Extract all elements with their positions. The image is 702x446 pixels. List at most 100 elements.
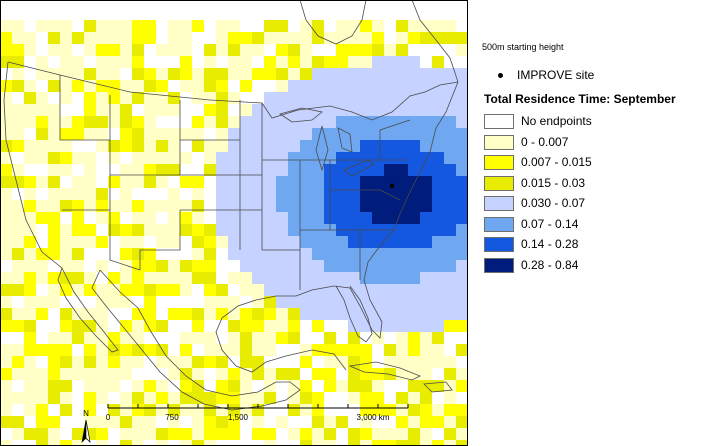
- grid-cell: [0, 200, 12, 212]
- grid-cell: [108, 176, 120, 188]
- grid-cell: [84, 20, 96, 32]
- grid-cell: [360, 248, 372, 260]
- grid-cell: [348, 116, 360, 128]
- grid-cell: [456, 428, 468, 440]
- grid-cell: [372, 104, 384, 116]
- grid-cell: [276, 20, 288, 32]
- grid-cell: [216, 308, 228, 320]
- grid-cell: [348, 104, 360, 116]
- grid-cell: [12, 116, 24, 128]
- grid-cell: [336, 56, 348, 68]
- grid-cell: [84, 92, 96, 104]
- grid-cell: [36, 152, 48, 164]
- grid-cell: [204, 248, 216, 260]
- grid-cell: [372, 200, 384, 212]
- grid-cell: [420, 440, 432, 446]
- grid-cell: [324, 416, 336, 428]
- grid-cell: [372, 296, 384, 308]
- grid-cell: [60, 92, 72, 104]
- grid-cell: [168, 416, 180, 428]
- grid-cell: [372, 380, 384, 392]
- grid-cell: [60, 140, 72, 152]
- legend-swatch: [484, 216, 514, 232]
- grid-cell: [132, 236, 144, 248]
- grid-cell: [0, 164, 12, 176]
- scale-tick-0: 0: [106, 413, 111, 422]
- grid-cell: [396, 404, 408, 416]
- grid-cell: [204, 92, 216, 104]
- grid-cell: [372, 176, 384, 188]
- grid-cell: [288, 260, 300, 272]
- grid-cell: [144, 320, 156, 332]
- grid-cell: [228, 272, 240, 284]
- grid-cell: [132, 56, 144, 68]
- grid-cell: [132, 80, 144, 92]
- grid-cell: [420, 296, 432, 308]
- grid-cell: [12, 392, 24, 404]
- grid-cell: [120, 128, 132, 140]
- grid-cell: [12, 44, 24, 56]
- grid-cell: [252, 68, 264, 80]
- grid-cell: [396, 332, 408, 344]
- grid-cell: [0, 188, 12, 200]
- grid-cell: [84, 380, 96, 392]
- grid-cell: [216, 152, 228, 164]
- grid-cell: [396, 428, 408, 440]
- baja-california: [57, 266, 119, 353]
- grid-cell: [396, 152, 408, 164]
- grid-cell: [288, 212, 300, 224]
- grid-cell: [108, 296, 120, 308]
- grid-cell: [252, 392, 264, 404]
- grid-cell: [264, 212, 276, 224]
- grid-cell: [144, 404, 156, 416]
- grid-cell: [48, 140, 60, 152]
- grid-cell: [288, 56, 300, 68]
- grid-cell: [456, 308, 468, 320]
- grid-cell: [348, 188, 360, 200]
- grid-cell: [276, 272, 288, 284]
- grid-cell: [456, 404, 468, 416]
- grid-cell: [240, 116, 252, 128]
- grid-cell: [144, 296, 156, 308]
- grid-cell: [336, 164, 348, 176]
- grid-cell: [432, 56, 444, 68]
- grid-cell: [348, 272, 360, 284]
- grid-cell: [276, 116, 288, 128]
- grid-cell: [276, 200, 288, 212]
- grid-cell: [36, 212, 48, 224]
- grid-cell: [168, 164, 180, 176]
- grid-cell: [336, 416, 348, 428]
- grid-cell: [264, 116, 276, 128]
- grid-cell: [420, 248, 432, 260]
- legend-swatch: [484, 257, 514, 273]
- grid-cell: [276, 248, 288, 260]
- grid-cell: [180, 308, 192, 320]
- grid-cell: [264, 200, 276, 212]
- grid-cell: [324, 56, 336, 68]
- grid-cell: [108, 380, 120, 392]
- grid-cell: [264, 380, 276, 392]
- grid-cell: [132, 128, 144, 140]
- grid-cell: [48, 80, 60, 92]
- grid-cell: [420, 428, 432, 440]
- grid-cell: [444, 260, 456, 272]
- grid-cell: [228, 152, 240, 164]
- grid-cell: [144, 380, 156, 392]
- grid-cell: [348, 200, 360, 212]
- grid-cell: [132, 164, 144, 176]
- grid-cell: [168, 200, 180, 212]
- grid-cell: [408, 176, 420, 188]
- grid-cell: [372, 428, 384, 440]
- grid-cell: [420, 332, 432, 344]
- grid-cell: [456, 44, 468, 56]
- grid-cell: [300, 200, 312, 212]
- grid-cell: [384, 116, 396, 128]
- grid-cell: [456, 272, 468, 284]
- grid-cell: [396, 236, 408, 248]
- grid-cell: [252, 164, 264, 176]
- grid-cell: [276, 224, 288, 236]
- grid-cell: [456, 32, 468, 44]
- grid-cell: [444, 368, 456, 380]
- grid-cell: [72, 320, 84, 332]
- grid-cell: [372, 128, 384, 140]
